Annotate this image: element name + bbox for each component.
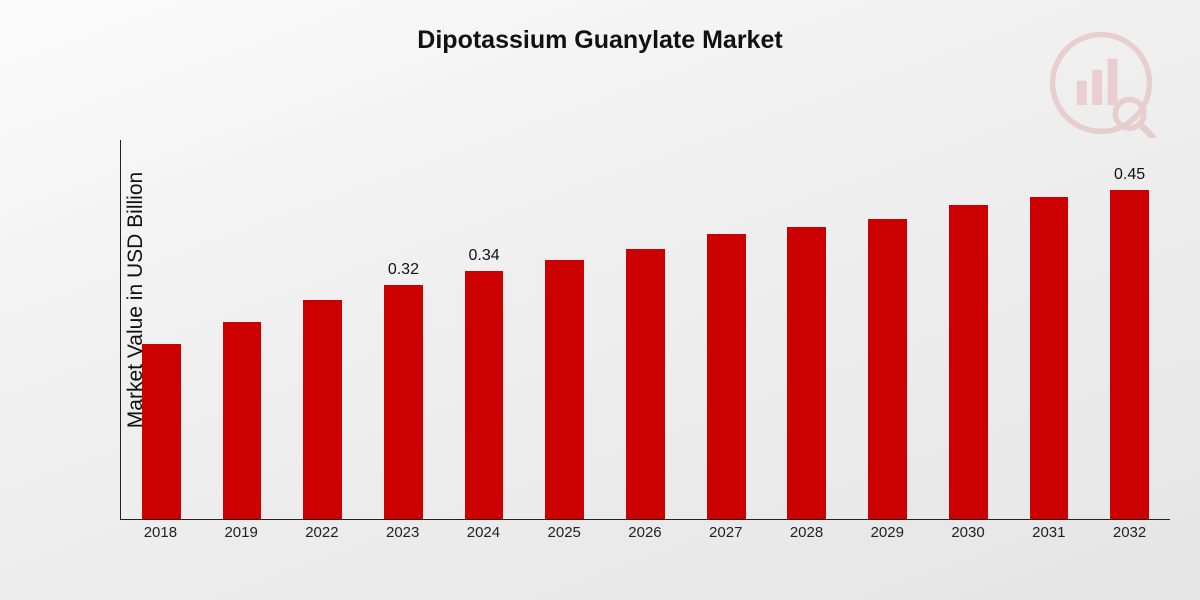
- bars-container: 0.320.34 0.45: [121, 140, 1170, 519]
- chart-title: Dipotassium Guanylate Market: [0, 26, 1200, 55]
- bar-slot: [524, 140, 605, 519]
- bar-slot: 0.34: [444, 140, 525, 519]
- plot-area: 0.320.34 0.45: [120, 140, 1170, 520]
- x-tick-label: 2029: [847, 524, 928, 541]
- x-tick-label: 2019: [201, 524, 282, 541]
- x-tick-label: 2026: [605, 524, 686, 541]
- bar: [303, 300, 342, 519]
- bar: [949, 205, 988, 519]
- bar: [1030, 197, 1069, 519]
- bar-slot: [767, 140, 848, 519]
- bar: [787, 227, 826, 519]
- bar-slot: [847, 140, 928, 519]
- bar: [384, 285, 423, 519]
- x-tick-label: 2023: [362, 524, 443, 541]
- bar: [868, 219, 907, 519]
- bar: [707, 234, 746, 519]
- watermark-logo-icon: [1046, 28, 1156, 138]
- x-axis-labels: 2018201920222023202420252026202720282029…: [120, 524, 1170, 541]
- bar: [1110, 190, 1149, 519]
- bar-slot: [605, 140, 686, 519]
- bar-value-label: 0.34: [444, 247, 525, 265]
- x-tick-label: 2027: [685, 524, 766, 541]
- x-tick-label: 2030: [928, 524, 1009, 541]
- bar: [545, 260, 584, 519]
- bar: [223, 322, 262, 519]
- bar-value-label: 0.45: [1089, 166, 1170, 184]
- bar: [142, 344, 181, 519]
- bar-slot: [202, 140, 283, 519]
- bar-slot: [928, 140, 1009, 519]
- bar-value-label: 0.32: [363, 261, 444, 279]
- x-tick-label: 2024: [443, 524, 524, 541]
- x-tick-label: 2018: [120, 524, 201, 541]
- bar-slot: [121, 140, 202, 519]
- bar-slot: 0.45: [1089, 140, 1170, 519]
- x-tick-label: 2022: [282, 524, 363, 541]
- bar-slot: [282, 140, 363, 519]
- bar: [626, 249, 665, 519]
- x-tick-label: 2031: [1008, 524, 1089, 541]
- bar-slot: [686, 140, 767, 519]
- bar-slot: 0.32: [363, 140, 444, 519]
- x-tick-label: 2032: [1089, 524, 1170, 541]
- bar-slot: [1009, 140, 1090, 519]
- bar: [465, 271, 504, 519]
- x-tick-label: 2025: [524, 524, 605, 541]
- x-tick-label: 2028: [766, 524, 847, 541]
